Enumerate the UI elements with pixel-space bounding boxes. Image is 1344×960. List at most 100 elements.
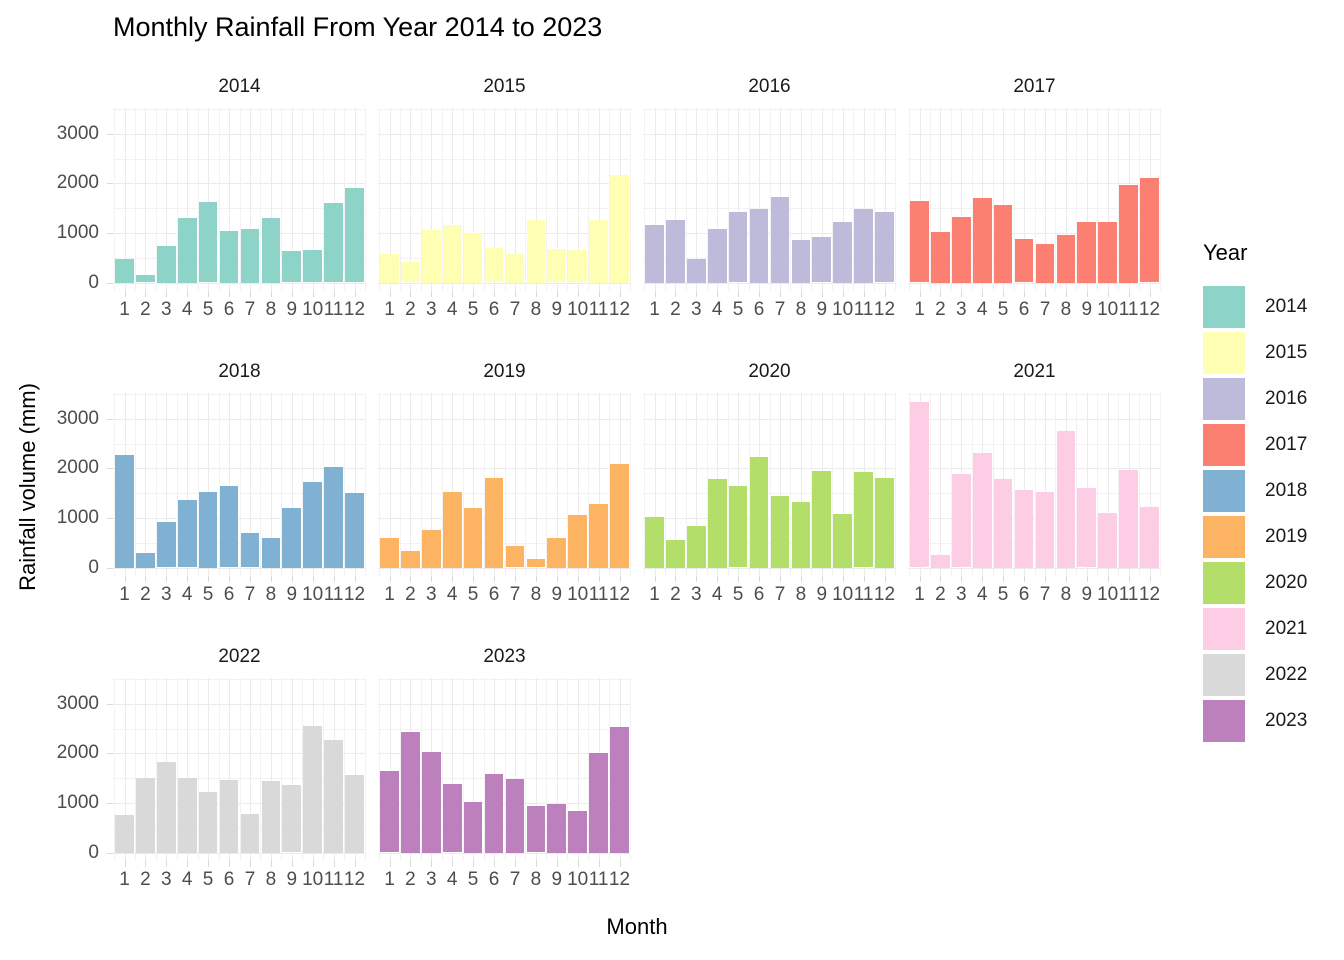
x-tick-label-2020-9: 9 bbox=[816, 584, 828, 605]
legend-swatch-2016 bbox=[1203, 378, 1245, 420]
facet-strip-2020: 2020 bbox=[748, 361, 791, 382]
x-tick-label-2021-6: 6 bbox=[1018, 584, 1030, 605]
major-gridline-x bbox=[208, 678, 210, 861]
bar-2017-month-8 bbox=[1056, 234, 1076, 283]
x-tick-mark bbox=[494, 861, 495, 867]
legend-label-2022: 2022 bbox=[1265, 664, 1308, 685]
bar-2015-month-8 bbox=[526, 220, 546, 283]
minor-gridline-x bbox=[895, 393, 896, 576]
minor-gridline-x bbox=[630, 108, 631, 291]
y-tick-mark bbox=[107, 233, 113, 234]
bar-2018-month-7 bbox=[240, 533, 260, 568]
minor-gridline-x bbox=[135, 108, 136, 291]
minor-gridline-x bbox=[365, 393, 366, 576]
bar-2016-month-7 bbox=[770, 197, 790, 283]
legend-item-2019: 2019 bbox=[1203, 514, 1307, 560]
major-gridline-x bbox=[515, 108, 516, 291]
x-tick-mark bbox=[863, 576, 865, 582]
x-tick-label-2021-9: 9 bbox=[1081, 584, 1093, 605]
x-tick-mark bbox=[940, 576, 942, 582]
x-tick-mark bbox=[556, 576, 558, 582]
bar-2022-month-2 bbox=[136, 778, 155, 853]
major-gridline-x bbox=[696, 108, 698, 291]
minor-gridline-x bbox=[483, 393, 485, 576]
x-tick-mark bbox=[431, 576, 433, 582]
facet-panel-2019 bbox=[378, 393, 631, 576]
x-tick-label-2018-2: 2 bbox=[140, 584, 151, 605]
x-tick-mark bbox=[780, 291, 781, 297]
bar-2019-month-5 bbox=[463, 507, 483, 568]
major-gridline-x bbox=[389, 678, 391, 861]
x-tick-mark bbox=[431, 861, 433, 867]
minor-gridline-x bbox=[218, 678, 220, 861]
x-tick-label-2015-7: 7 bbox=[509, 299, 521, 320]
bar-2014-month-2 bbox=[136, 275, 155, 283]
x-tick-mark bbox=[556, 291, 558, 297]
x-tick-label-2022-6: 6 bbox=[223, 869, 235, 890]
major-gridline-x bbox=[535, 108, 537, 291]
major-gridline-x bbox=[821, 108, 823, 291]
major-gridline-x bbox=[354, 393, 356, 576]
x-tick-mark bbox=[473, 861, 475, 867]
minor-gridline-x bbox=[992, 108, 994, 291]
minor-gridline-x bbox=[665, 108, 666, 291]
x-tick-label-2016-8: 8 bbox=[795, 299, 807, 320]
x-tick-mark bbox=[919, 576, 921, 582]
bar-2021-month-10 bbox=[1098, 512, 1118, 568]
bar-2018-month-3 bbox=[156, 521, 176, 568]
x-tick-label-2014-1: 1 bbox=[119, 299, 130, 320]
major-gridline-x bbox=[940, 108, 942, 291]
x-tick-label-2017-6: 6 bbox=[1018, 299, 1030, 320]
x-tick-mark bbox=[270, 291, 272, 297]
major-gridline-x bbox=[842, 108, 844, 291]
x-tick-label-2017-4: 4 bbox=[976, 299, 988, 320]
minor-gridline-x bbox=[769, 393, 771, 576]
x-tick-label-2018-9: 9 bbox=[286, 584, 298, 605]
x-tick-mark bbox=[675, 576, 677, 582]
x-tick-mark bbox=[738, 291, 740, 297]
minor-gridline-x bbox=[1013, 393, 1015, 576]
y-tick-label-row1-2000: 2000 bbox=[56, 457, 99, 479]
minor-gridline-x bbox=[281, 393, 283, 576]
x-tick-mark bbox=[800, 291, 802, 297]
x-tick-mark bbox=[619, 861, 621, 867]
major-gridline-x bbox=[919, 108, 921, 291]
x-tick-mark bbox=[270, 861, 272, 867]
major-gridline-x bbox=[598, 108, 600, 291]
facet-strip-2017: 2017 bbox=[1013, 76, 1056, 97]
y-tick-mark bbox=[107, 703, 113, 705]
minor-gridline-x bbox=[302, 108, 304, 291]
x-tick-label-2019-10: 10 bbox=[567, 584, 589, 605]
x-tick-label-2023-5: 5 bbox=[467, 869, 479, 890]
legend-swatch-2014 bbox=[1203, 286, 1245, 328]
minor-gridline-x bbox=[176, 678, 178, 861]
minor-gridline-x bbox=[441, 678, 443, 861]
bar-2015-month-6 bbox=[484, 248, 504, 283]
minor-gridline-x bbox=[950, 393, 952, 576]
minor-gridline-x bbox=[811, 108, 813, 291]
major-gridline-x bbox=[187, 678, 189, 861]
y-tick-mark bbox=[107, 852, 113, 854]
bar-2017-month-9 bbox=[1077, 222, 1097, 283]
bar-2021-month-3 bbox=[951, 474, 971, 568]
bar-2020-month-5 bbox=[728, 485, 748, 568]
bar-2020-month-3 bbox=[686, 525, 706, 568]
x-tick-label-2021-8: 8 bbox=[1060, 584, 1072, 605]
x-tick-mark bbox=[291, 576, 293, 582]
x-tick-mark bbox=[410, 576, 412, 582]
y-tick-mark bbox=[107, 183, 113, 185]
facet-strip-2019: 2019 bbox=[483, 361, 526, 382]
x-tick-mark bbox=[389, 576, 391, 582]
minor-gridline-x bbox=[1160, 108, 1161, 291]
bar-2019-month-3 bbox=[421, 529, 441, 568]
minor-gridline-x bbox=[302, 393, 304, 576]
x-tick-label-2020-8: 8 bbox=[795, 584, 807, 605]
x-tick-mark bbox=[1149, 291, 1151, 297]
x-tick-mark bbox=[556, 861, 558, 867]
bar-2022-month-9 bbox=[282, 785, 302, 853]
major-gridline-x bbox=[291, 108, 293, 291]
x-tick-label-2016-4: 4 bbox=[711, 299, 723, 320]
bar-2014-month-10 bbox=[303, 250, 323, 283]
facet-panel-2015 bbox=[378, 108, 631, 291]
major-gridline-x bbox=[515, 678, 516, 861]
